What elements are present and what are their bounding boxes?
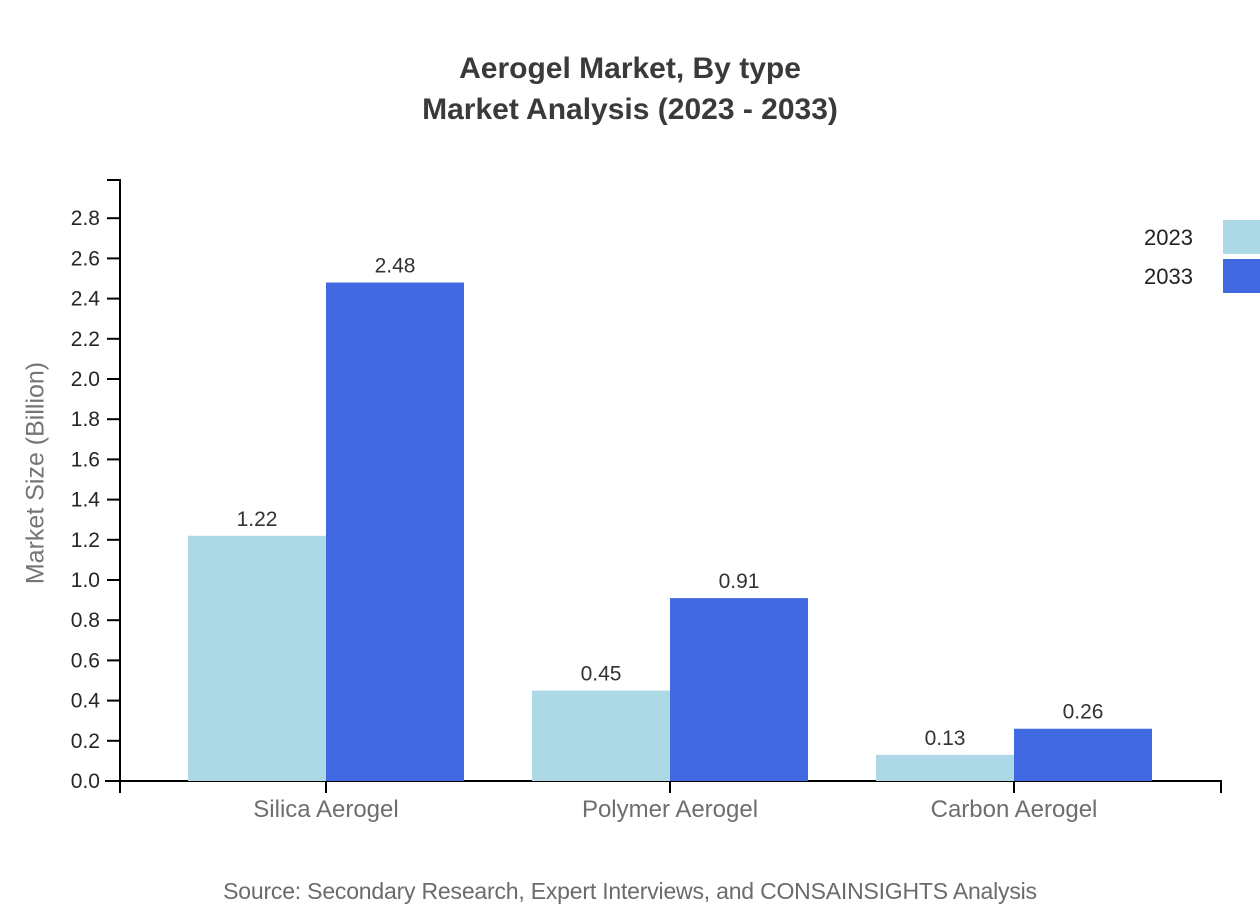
x-category-label-silica-aerogel: Silica Aerogel bbox=[253, 796, 398, 823]
legend-label-2033: 2033 bbox=[1144, 264, 1193, 289]
bar-2033-carbon-aerogel bbox=[1014, 728, 1152, 781]
bar-2033-polymer-aerogel bbox=[670, 598, 808, 781]
chart-subtitle: Market Analysis (2023 - 2033) bbox=[422, 93, 838, 126]
y-tick-label: 2.8 bbox=[71, 207, 100, 230]
y-tick-label: 2.0 bbox=[71, 368, 100, 391]
y-tick-label: 1.0 bbox=[71, 569, 100, 592]
bar-value-label-2033-carbon-aerogel: 0.26 bbox=[1063, 701, 1104, 724]
y-tick-label: 2.2 bbox=[71, 328, 100, 351]
chart-title: Aerogel Market, By type bbox=[459, 52, 801, 85]
bar-value-label-2023-polymer-aerogel: 0.45 bbox=[581, 663, 622, 686]
y-tick-label: 1.4 bbox=[71, 489, 101, 512]
y-tick-label: 0.6 bbox=[71, 649, 100, 672]
bar-2023-polymer-aerogel bbox=[532, 690, 670, 781]
y-tick-label: 2.4 bbox=[71, 288, 101, 311]
y-tick-label: 1.2 bbox=[71, 529, 100, 552]
bar-value-label-2033-polymer-aerogel: 0.91 bbox=[719, 570, 760, 593]
legend-label-2023: 2023 bbox=[1144, 225, 1193, 250]
x-category-label-carbon-aerogel: Carbon Aerogel bbox=[931, 796, 1098, 823]
legend-swatch-2023 bbox=[1223, 220, 1260, 254]
y-tick-label: 0.2 bbox=[71, 730, 100, 753]
bar-2033-silica-aerogel bbox=[326, 282, 464, 781]
y-tick-label: 1.8 bbox=[71, 408, 100, 431]
y-tick-label: 1.6 bbox=[71, 448, 100, 471]
bar-value-label-2023-silica-aerogel: 1.22 bbox=[237, 508, 278, 531]
y-tick-label: 0.0 bbox=[71, 770, 100, 793]
bar-value-label-2033-silica-aerogel: 2.48 bbox=[375, 255, 416, 278]
legend-swatch-2033 bbox=[1223, 259, 1260, 293]
bar-2023-silica-aerogel bbox=[188, 535, 326, 781]
bar-value-label-2023-carbon-aerogel: 0.13 bbox=[925, 727, 966, 750]
y-axis-title: Market Size (Billion) bbox=[21, 361, 50, 585]
x-category-label-polymer-aerogel: Polymer Aerogel bbox=[582, 796, 758, 823]
bar-2023-carbon-aerogel bbox=[876, 754, 1014, 781]
y-tick-label: 0.8 bbox=[71, 609, 100, 632]
chart-title-block: Aerogel Market, By type Market Analysis … bbox=[0, 48, 1260, 130]
y-tick-label: 2.6 bbox=[71, 247, 100, 270]
y-tick-label: 0.4 bbox=[71, 690, 101, 713]
source-note: Source: Secondary Research, Expert Inter… bbox=[223, 878, 1037, 904]
